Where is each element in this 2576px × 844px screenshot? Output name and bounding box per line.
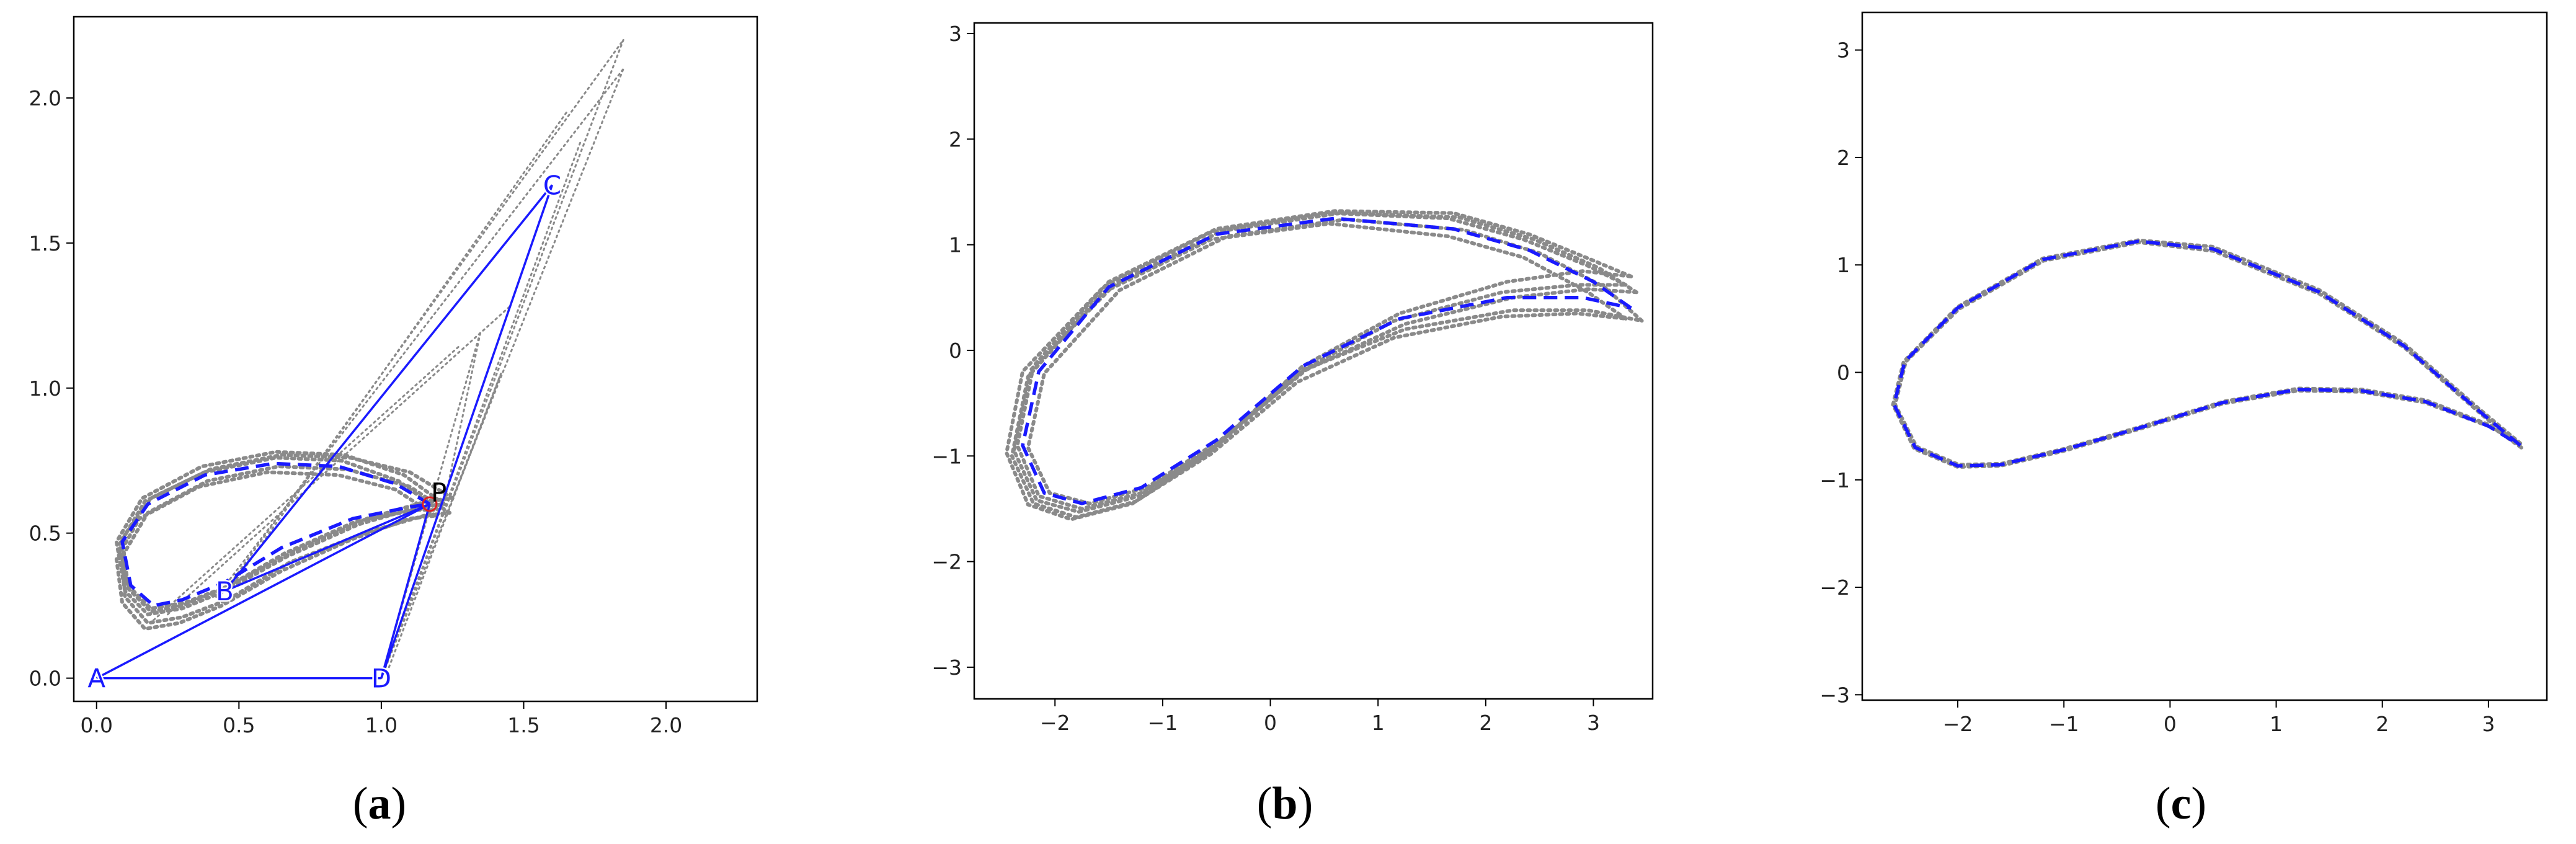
linkage-bar-BC xyxy=(223,184,553,592)
point-label-B: B xyxy=(216,576,234,606)
caption-c: (c) xyxy=(2156,778,2206,829)
candidate-link-4 xyxy=(229,111,567,590)
x-tick-label: 2 xyxy=(1479,711,1492,735)
plot-area-c xyxy=(1891,238,2523,469)
y-tick-label: 1.0 xyxy=(29,376,61,401)
x-tick-label: 0.5 xyxy=(223,713,255,737)
candidate-link-3 xyxy=(380,68,624,680)
target-curve xyxy=(1021,216,1632,505)
candidate-curve-0 xyxy=(1891,238,2523,469)
y-tick-label: 2.0 xyxy=(29,86,61,110)
x-tick-label: 1.0 xyxy=(365,713,398,737)
point-label-P: P xyxy=(431,478,446,508)
x-tick-label: 3 xyxy=(1587,711,1600,735)
x-tick-label: −1 xyxy=(2049,712,2079,736)
axes-frame xyxy=(1861,11,2548,701)
candidate-curve-1 xyxy=(117,456,440,614)
y-tick-label: 2 xyxy=(949,127,962,151)
y-tick-label: −1 xyxy=(1819,468,1850,492)
candidate-curve-0 xyxy=(1015,209,1633,511)
axes-frame xyxy=(73,16,758,703)
candidate-curve-3 xyxy=(120,453,455,611)
y-tick-label: 1 xyxy=(949,233,962,257)
x-tick-label: 0 xyxy=(1264,711,1277,735)
plot-area-b xyxy=(1004,209,1644,522)
panel-a: A B C D P 0.0 0.5 1.0 1.5 2.0 0.0 0.5 1.0 1.5 2.0 xyxy=(29,16,758,737)
candidate-curve-1 xyxy=(1012,211,1638,514)
candidate-curve-1 xyxy=(1893,240,2523,467)
y-tick-label: 1 xyxy=(1837,253,1850,277)
y-tick-label: 1.5 xyxy=(29,231,61,255)
candidate-curve-0 xyxy=(114,450,446,616)
y-tick-label: 0 xyxy=(1837,360,1850,384)
y-tick-label: 0 xyxy=(949,339,962,363)
candidate-curve-4 xyxy=(114,470,438,631)
point-label-A: A xyxy=(87,664,105,694)
x-tick-label: −1 xyxy=(1148,711,1178,735)
y-tick-label: 2 xyxy=(1837,146,1850,170)
y-tick-label: −3 xyxy=(931,655,962,680)
y-tick-label: 0.0 xyxy=(29,667,61,691)
candidate-link-5 xyxy=(380,140,582,680)
panel-b: −2 −1 0 1 2 3 −3 −2 −1 0 1 2 3 xyxy=(931,22,1654,735)
y-tick-label: 0.5 xyxy=(29,522,61,546)
caption-a: (a) xyxy=(353,778,406,829)
x-tick-label: −2 xyxy=(1943,712,1973,736)
caption-b-letter: b xyxy=(1272,778,1297,829)
y-tick-label: 3 xyxy=(949,22,962,46)
plot-area-a xyxy=(95,38,624,680)
x-tick-label: 1 xyxy=(1372,711,1385,735)
panel-c: −2 −1 0 1 2 3 −3 −2 −1 0 1 2 3 xyxy=(1819,11,2548,736)
linkage-bar-DP xyxy=(380,504,431,679)
point-label-D: D xyxy=(371,664,391,694)
caption-b: (b) xyxy=(1257,778,1313,829)
caption-c-letter: c xyxy=(2171,778,2192,829)
y-tick-label: −2 xyxy=(931,550,962,574)
linkage-bar-AP xyxy=(95,503,430,680)
x-tick-label: 0 xyxy=(2164,712,2177,736)
linkage-bar-DC xyxy=(380,184,554,679)
y-tick-label: −3 xyxy=(1819,683,1850,707)
axes-frame xyxy=(973,22,1654,700)
x-tick-label: 2 xyxy=(2376,712,2389,736)
candidate-link-6 xyxy=(443,329,482,505)
candidate-curve-2 xyxy=(1010,221,1628,520)
x-tick-label: 1.5 xyxy=(507,713,540,737)
x-tick-label: 0.0 xyxy=(80,713,112,737)
x-tick-label: −2 xyxy=(1040,711,1070,735)
y-tick-label: −1 xyxy=(931,444,962,468)
point-label-C: C xyxy=(543,170,561,200)
target-curve xyxy=(120,461,431,608)
x-tick-label: 2.0 xyxy=(650,713,682,737)
y-tick-label: −2 xyxy=(1819,575,1850,600)
caption-a-letter: a xyxy=(368,778,391,829)
y-tick-label: 3 xyxy=(1837,38,1850,63)
x-tick-label: 1 xyxy=(2270,712,2283,736)
x-tick-label: 3 xyxy=(2482,712,2495,736)
linkage-bar-BP xyxy=(224,503,430,592)
candidate-link-10 xyxy=(153,344,462,621)
coupler-point-marker xyxy=(422,496,438,512)
target-curve xyxy=(1892,239,2521,468)
candidate-curve-4 xyxy=(1004,211,1628,522)
